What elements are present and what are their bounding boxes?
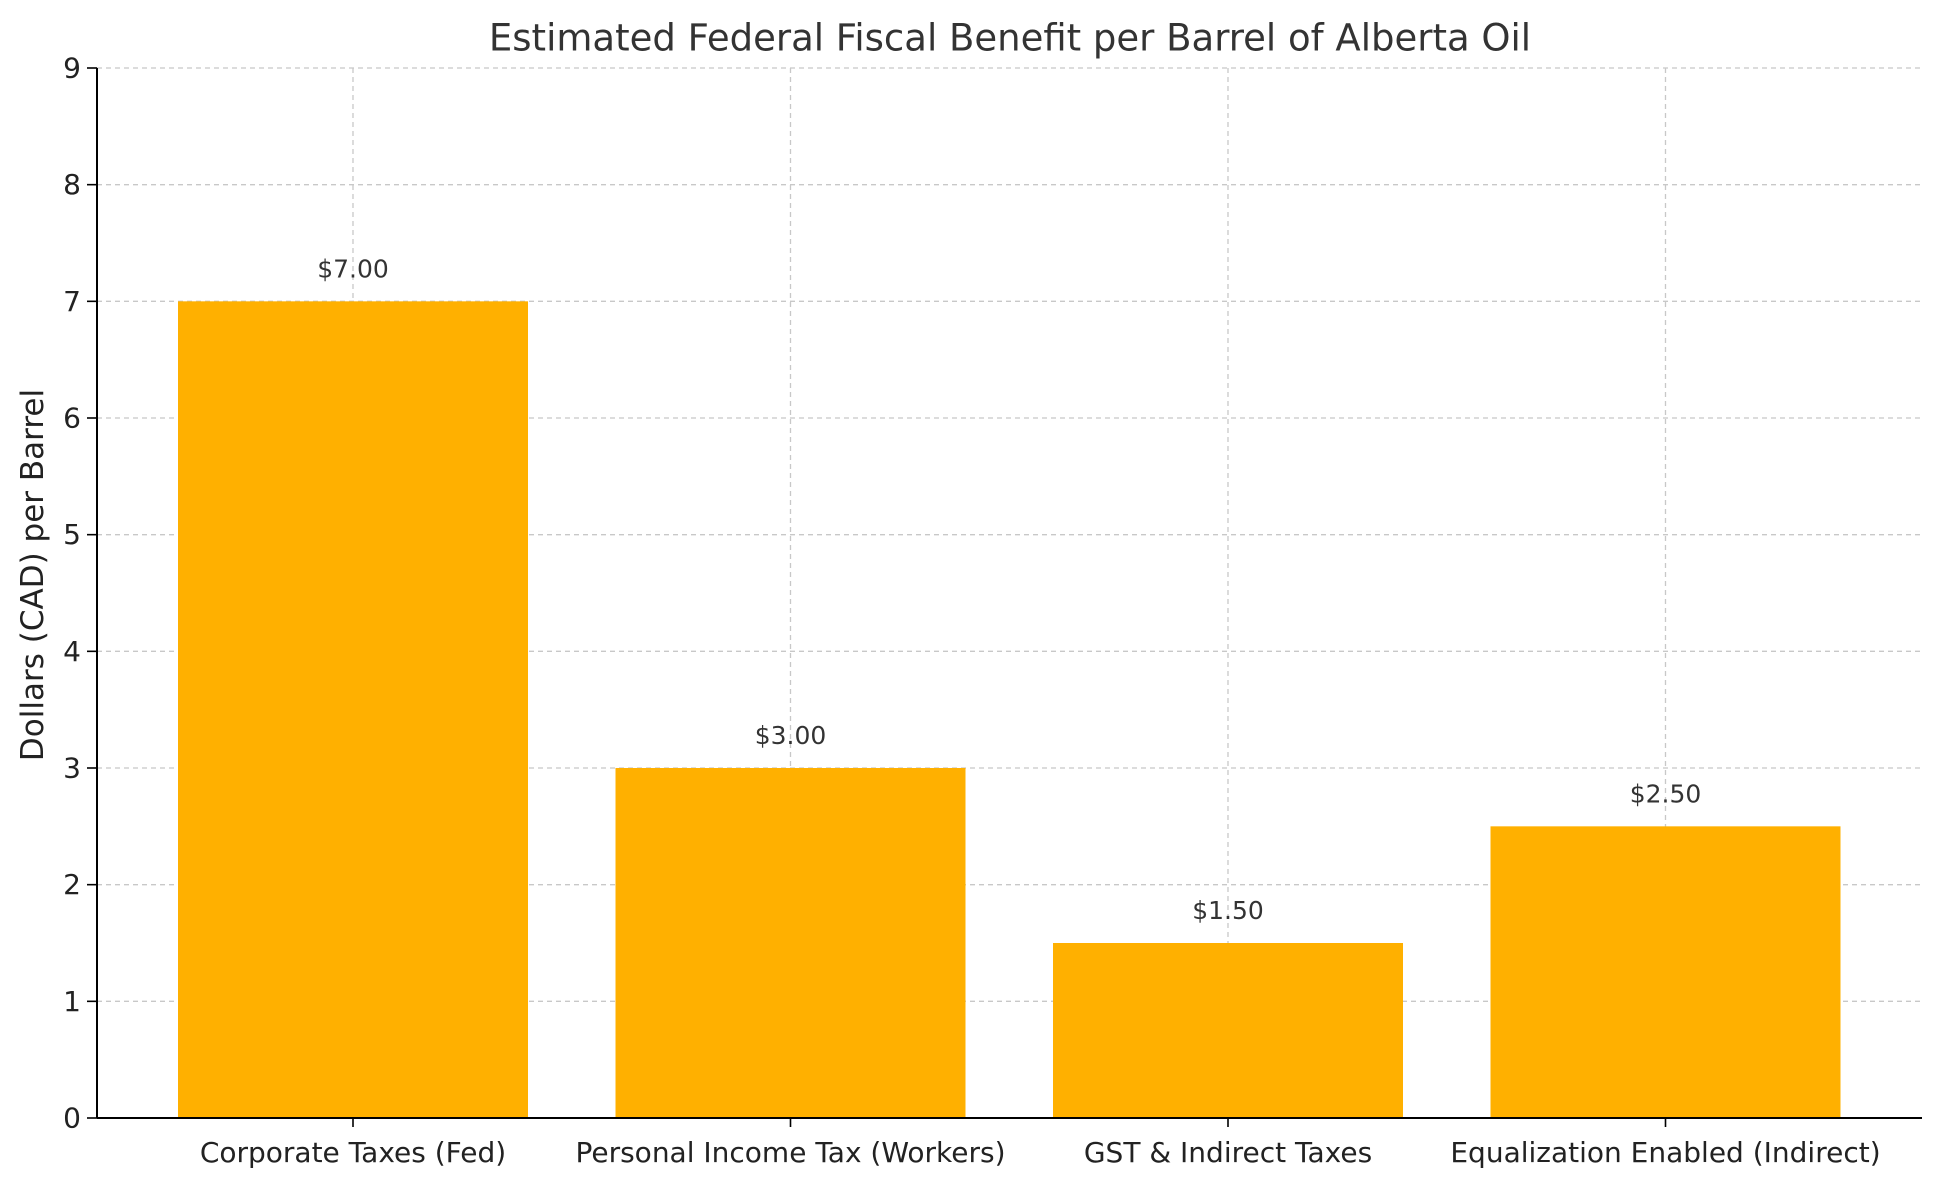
x-tick-label: Equalization Enabled (Indirect) (1450, 1136, 1880, 1169)
data-label: $3.00 (755, 721, 827, 750)
y-tick-label: 8 (63, 168, 81, 201)
y-tick-label: 4 (63, 635, 81, 668)
ticks: 0 1 2 3 4 5 6 7 8 9 Corporate Taxes (Fed) Personal … (63, 52, 1880, 1170)
axes (96, 68, 1922, 1119)
data-label: $7.00 (317, 254, 389, 283)
y-tick-label: 7 (63, 285, 81, 318)
data-label: $1.50 (1192, 896, 1264, 925)
bar (1490, 826, 1841, 1118)
chart-title: Estimated Federal Fiscal Benefit per Bar… (489, 17, 1531, 60)
y-tick-label: 1 (63, 985, 81, 1018)
y-tick-label: 3 (63, 752, 81, 785)
x-tick-label: GST & Indirect Taxes (1084, 1136, 1372, 1169)
y-tick-label: 2 (63, 868, 81, 901)
y-axis-label: Dollars (CAD) per Barrel (15, 389, 51, 761)
bar (1053, 943, 1403, 1118)
x-tick-label: Personal Income Tax (Workers) (575, 1136, 1005, 1169)
y-tick-label: 5 (63, 518, 81, 551)
y-tick-label: 0 (63, 1102, 81, 1135)
bar (615, 768, 966, 1118)
y-tick-label: 9 (63, 52, 81, 85)
data-labels: $7.00 $3.00 $1.50 $2.50 (317, 254, 1701, 925)
bars (178, 301, 1841, 1118)
y-tick-label: 6 (63, 402, 81, 435)
x-tick-label: Corporate Taxes (Fed) (200, 1136, 506, 1169)
bar (178, 301, 528, 1118)
data-label: $2.50 (1630, 779, 1702, 808)
